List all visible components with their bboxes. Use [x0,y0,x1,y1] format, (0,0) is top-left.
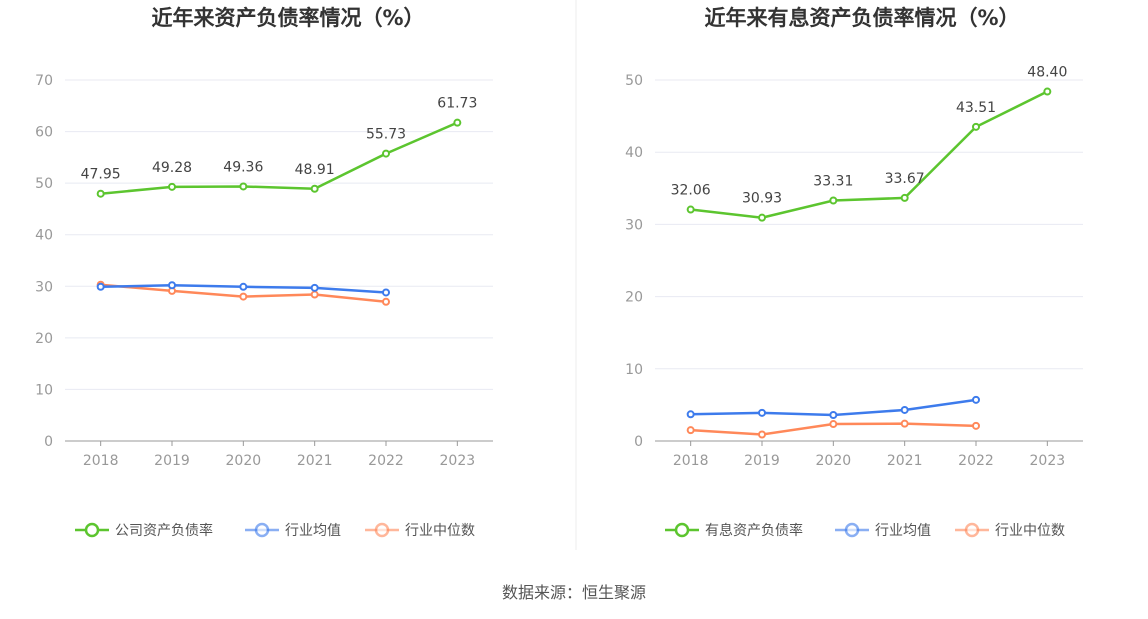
x-tick-label: 2020 [816,453,852,469]
x-tick-label: 2018 [673,453,709,469]
data-point [453,118,462,127]
data-point [972,421,980,430]
data-label: 55.73 [366,127,406,143]
data-point [900,193,909,202]
data-label: 33.67 [885,171,925,187]
data-label: 49.28 [152,160,192,176]
legend-item[interactable]: 有息资产负债率 [705,522,803,539]
data-point [382,297,390,306]
data-label: 61.73 [437,96,477,112]
x-tick-label: 2019 [154,453,190,469]
legend-item[interactable]: 行业均值 [875,523,931,539]
data-point [758,408,766,417]
y-tick-label: 10 [625,362,643,378]
series-line-0 [100,121,458,195]
x-tick-label: 2023 [1030,453,1066,469]
data-point [310,290,319,299]
data-point [96,189,105,198]
x-tick-label: 2023 [440,453,476,469]
data-point [829,411,838,420]
y-tick-label: 30 [625,217,643,233]
y-tick-label: 0 [634,434,643,450]
x-tick-label: 2020 [226,453,262,469]
data-label: 49.36 [223,159,263,175]
y-tick-label: 70 [35,73,53,89]
data-point [239,282,248,291]
y-tick-label: 20 [35,331,53,347]
data-point [972,395,980,404]
data-point [829,420,838,429]
x-tick-label: 2019 [744,453,780,469]
series-line-0 [690,90,1048,219]
data-point [239,182,248,191]
legend-marker-icon [964,522,980,538]
data-point [829,196,838,205]
data-point [686,426,695,435]
x-tick-label: 2021 [297,453,333,469]
data-point [310,283,319,292]
legend-item[interactable]: 行业中位数 [405,523,475,539]
data-label: 33.31 [813,174,853,190]
chart-title: 近年来有息资产负债率情况（%） [704,6,1019,30]
legend-marker-icon [674,522,690,538]
data-point [1043,87,1052,96]
source-note: 数据来源：恒生聚源 [502,583,646,602]
x-tick-label: 2021 [887,453,923,469]
data-point [972,122,980,131]
y-tick-label: 40 [35,228,53,244]
y-tick-label: 50 [625,73,643,89]
y-tick-label: 0 [44,434,53,450]
data-label: 48.40 [1027,65,1067,81]
x-tick-label: 2022 [958,453,994,469]
y-tick-label: 10 [35,382,53,398]
legend-item[interactable]: 行业中位数 [995,523,1065,539]
x-tick-label: 2018 [83,453,119,469]
y-tick-label: 50 [35,176,53,192]
data-point [686,205,695,214]
data-point [382,149,390,158]
data-point [900,419,909,428]
legend-marker-icon [84,522,100,538]
data-point [310,184,319,193]
data-label: 48.91 [295,162,335,178]
legend-marker-icon [844,522,860,538]
y-tick-label: 30 [35,279,53,295]
legend-marker-icon [374,522,390,538]
legend-marker-icon [254,522,270,538]
y-tick-label: 60 [35,125,53,141]
data-point [758,213,766,222]
y-tick-label: 20 [625,290,643,306]
legend-item[interactable]: 行业均值 [285,523,341,539]
data-point [900,405,909,414]
data-point [686,410,695,419]
data-point [758,430,766,439]
x-tick-label: 2022 [368,453,404,469]
legend-item[interactable]: 公司资产负债率 [115,522,213,539]
chart-title: 近年来资产负债率情况（%） [151,6,424,30]
data-point [239,292,248,301]
data-label: 32.06 [671,183,711,199]
data-label: 43.51 [956,100,996,116]
data-label: 47.95 [81,167,121,183]
data-label: 30.93 [742,191,782,207]
data-point [96,282,105,291]
y-tick-label: 40 [625,145,643,161]
data-point [382,288,390,297]
data-point [168,281,176,290]
data-point [168,182,176,191]
